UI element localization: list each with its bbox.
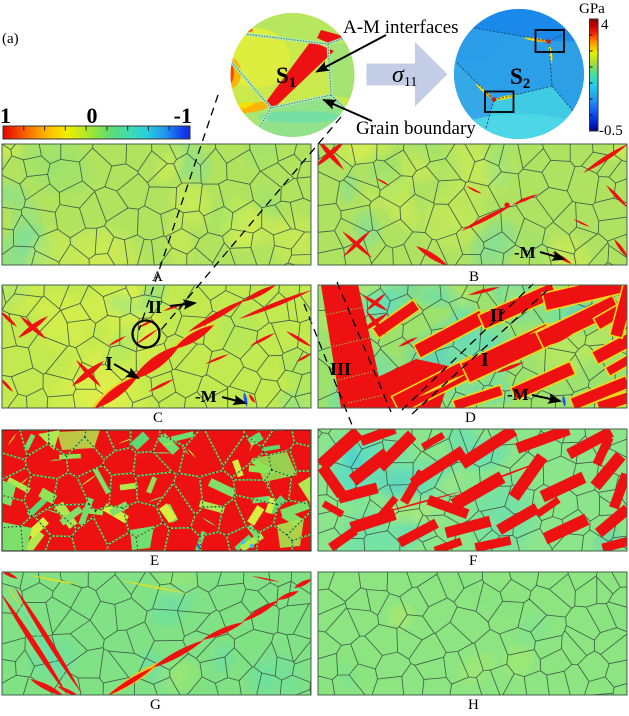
- svg-text:B: B: [469, 269, 479, 285]
- svg-text:D: D: [465, 410, 476, 426]
- svg-text:E: E: [150, 553, 159, 569]
- svg-text:Grain boundary: Grain boundary: [356, 118, 476, 139]
- svg-text:-M: -M: [514, 243, 536, 262]
- svg-text:III: III: [330, 359, 351, 379]
- svg-text:(a): (a): [2, 31, 19, 47]
- svg-text:I: I: [481, 349, 489, 371]
- svg-text:C: C: [153, 410, 163, 426]
- svg-text:-M: -M: [195, 387, 217, 406]
- svg-text:I: I: [105, 353, 113, 375]
- svg-text:II: II: [490, 305, 504, 325]
- svg-text:0: 0: [87, 103, 98, 128]
- svg-text:1: 1: [0, 103, 11, 128]
- svg-text:-0.5: -0.5: [599, 123, 623, 139]
- svg-text:GPa: GPa: [579, 1, 605, 17]
- svg-text:-1: -1: [174, 103, 192, 128]
- svg-text:II: II: [148, 297, 162, 317]
- svg-text:F: F: [469, 553, 477, 569]
- svg-text:H: H: [468, 697, 479, 713]
- svg-text:G: G: [150, 697, 161, 713]
- svg-text:-M: -M: [507, 385, 529, 404]
- svg-text:A-M interfaces: A-M interfaces: [343, 17, 459, 38]
- svg-text:4: 4: [601, 17, 609, 33]
